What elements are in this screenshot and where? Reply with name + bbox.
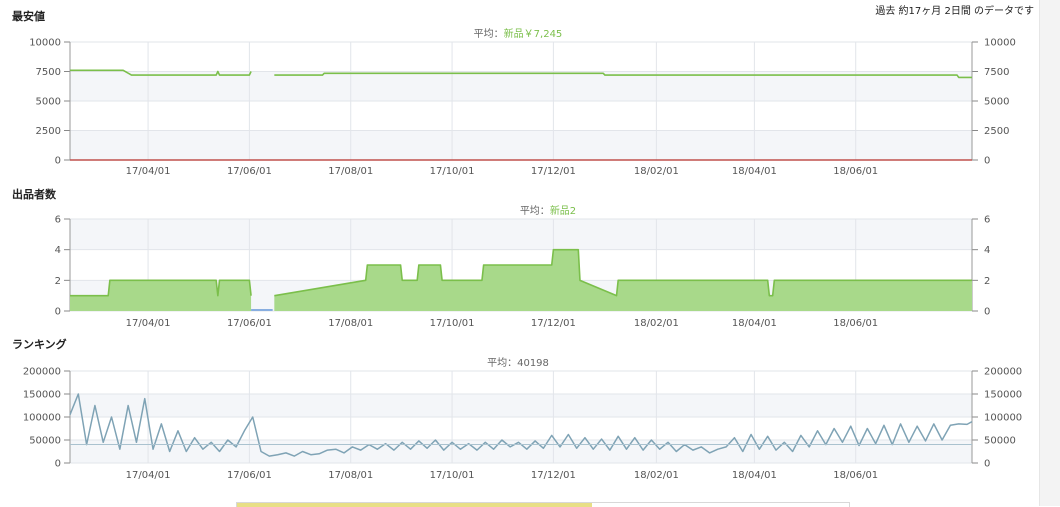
y-tick-label-right: 100000 <box>984 413 1022 424</box>
y-tick-label: 10000 <box>29 38 61 49</box>
page-margin <box>1040 0 1060 506</box>
x-tick-label: 17/04/01 <box>126 166 171 177</box>
y-tick-label-right: 200000 <box>984 367 1022 378</box>
x-tick-label: 17/08/01 <box>328 318 373 329</box>
y-tick-label: 7500 <box>36 67 61 78</box>
y-tick-label-right: 0 <box>984 459 990 470</box>
series-line <box>70 279 252 297</box>
x-tick-label: 17/10/01 <box>430 470 475 481</box>
y-tick-label: 5000 <box>36 97 61 108</box>
y-tick-label-right: 7500 <box>984 67 1009 78</box>
x-tick-label: 17/08/01 <box>328 166 373 177</box>
x-tick-label: 18/02/01 <box>634 318 679 329</box>
price-chart: 0 0 2500 2500 5000 5000 7500 7500 10000 10000 17/0… <box>29 38 1016 178</box>
x-tick-label: 18/06/01 <box>833 470 878 481</box>
series-line <box>70 69 252 76</box>
price-chart-title: 最安値 <box>12 10 45 23</box>
sellers-average: 平均：新品2 <box>398 202 698 217</box>
y-tick-label: 4 <box>55 245 61 256</box>
y-tick-label: 2500 <box>36 126 61 137</box>
x-tick-label: 17/06/01 <box>227 470 272 481</box>
x-tick-label: 17/06/01 <box>227 166 272 177</box>
y-tick-label: 150000 <box>23 390 61 401</box>
y-tick-label: 0 <box>55 459 61 470</box>
price-average-label: 平均： <box>473 29 504 40</box>
x-tick-label: 17/12/01 <box>531 166 576 177</box>
y-tick-label-right: 0 <box>984 307 990 318</box>
x-tick-label: 17/12/01 <box>531 470 576 481</box>
x-tick-label: 17/04/01 <box>126 318 171 329</box>
ranking-average: 平均：40198 <box>368 354 668 369</box>
y-tick-label-right: 2 <box>984 276 990 287</box>
sellers-average-label: 平均： <box>519 206 550 217</box>
x-tick-label: 17/10/01 <box>430 166 475 177</box>
date-range-slider-fill[interactable] <box>237 503 592 507</box>
ranking-chart-title: ランキング <box>12 338 67 351</box>
y-tick-label-right: 2500 <box>984 126 1009 137</box>
y-tick-label: 0 <box>55 307 61 318</box>
y-tick-label: 2 <box>55 276 61 287</box>
x-tick-label: 17/04/01 <box>126 470 171 481</box>
y-tick-label: 100000 <box>23 413 61 424</box>
x-tick-label: 18/02/01 <box>634 470 679 481</box>
y-tick-label: 200000 <box>23 367 61 378</box>
price-average-value: 新品￥7,245 <box>503 29 563 40</box>
series-line <box>69 393 973 457</box>
y-tick-label: 50000 <box>29 436 61 447</box>
x-tick-label: 17/08/01 <box>328 470 373 481</box>
y-tick-label-right: 6 <box>984 215 990 226</box>
x-tick-label: 18/04/01 <box>732 470 777 481</box>
series-line <box>274 72 972 79</box>
plot-band <box>70 71 972 101</box>
y-tick-label: 0 <box>55 156 61 167</box>
ranking-average-label: 平均： <box>487 358 518 369</box>
x-tick-label: 18/04/01 <box>732 166 777 177</box>
x-tick-label: 17/10/01 <box>430 318 475 329</box>
y-tick-label-right: 4 <box>984 245 990 256</box>
price-average: 平均：新品￥7,245 <box>368 25 668 40</box>
plot-band <box>70 440 972 463</box>
date-range-slider[interactable] <box>236 502 850 507</box>
plot-band <box>70 219 972 250</box>
y-tick-label-right: 0 <box>984 156 990 167</box>
plot-band <box>70 394 972 417</box>
ranking-average-value: 40198 <box>517 358 549 369</box>
y-tick-label-right: 5000 <box>984 97 1009 108</box>
x-tick-label: 18/04/01 <box>732 318 777 329</box>
x-tick-label: 18/06/01 <box>833 166 878 177</box>
y-tick-label-right: 150000 <box>984 390 1022 401</box>
series-line <box>274 248 972 297</box>
series-area <box>70 280 252 311</box>
x-tick-label: 18/06/01 <box>833 318 878 329</box>
y-tick-label-right: 50000 <box>984 436 1016 447</box>
y-tick-label-right: 10000 <box>984 38 1016 49</box>
y-tick-label: 6 <box>55 215 61 226</box>
x-tick-label: 17/06/01 <box>227 318 272 329</box>
sellers-average-value: 新品2 <box>549 206 577 217</box>
x-tick-label: 18/02/01 <box>634 166 679 177</box>
sellers-chart-title: 出品者数 <box>12 188 56 201</box>
x-tick-label: 17/12/01 <box>531 318 576 329</box>
plot-band <box>70 130 972 160</box>
sellers-chart: 0 0 2 2 4 4 6 6 17/04/01 17/06/01 17/08/01 17/10/01… <box>55 215 991 330</box>
period-note: 過去 約17ヶ月 2日間 のデータです <box>875 6 1034 17</box>
